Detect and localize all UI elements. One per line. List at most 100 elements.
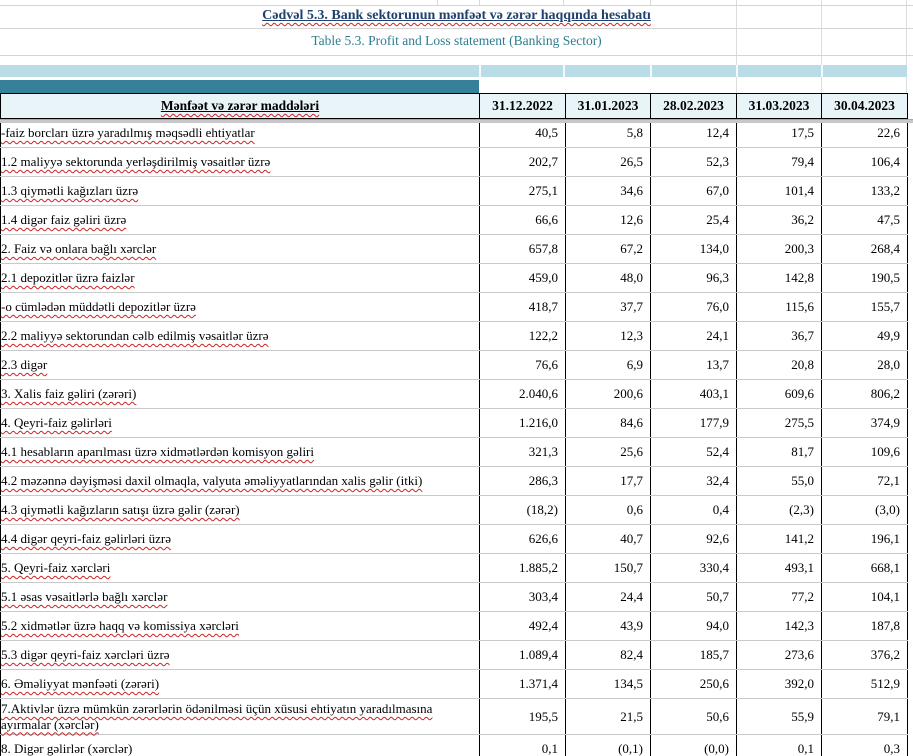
table-row: 4.2 məzənnə dəyişməsi daxil olmaqla, val… [0,466,908,496]
row-value: 26,5 [565,147,651,177]
table-title-en-text: Table 5.3. Profit and Loss statement (Ba… [311,33,602,48]
row-value: 459,0 [479,263,566,293]
gridline-horizontal [0,5,913,6]
row-value: 321,3 [479,437,566,467]
row-value: 268,4 [821,234,908,264]
row-value: 0,6 [565,495,651,525]
column-header-items-text: Mənfəət və zərər maddələri [160,98,320,113]
table-title-az-text: Cədvəl 5.3. Bank sektorunun mənfəət və z… [262,8,651,23]
row-value: 142,8 [736,263,822,293]
profit-loss-table: Mənfəət və zərər maddələri 31.12.2022 31… [0,93,908,756]
row-value: 28,0 [821,350,908,380]
gridline-horizontal [0,28,913,29]
row-label-text: 5.2 xidmətlər üzrə haqq və komissiya xər… [1,618,239,634]
row-value: 0,3 [821,734,908,756]
row-value: 24,4 [565,582,651,612]
row-label-text: 1.2 maliyyə sektorunda yerləşdirilmiş və… [1,154,271,170]
row-value: 122,2 [479,321,566,351]
row-label-text: 6. Əməliyyat mənfəəti (zərəri) [1,676,160,692]
table-row: 2.1 depozitlər üzrə faizlər 459,0 48,0 9… [0,263,908,293]
row-value: 17,5 [736,118,822,148]
row-value: 79,1 [821,698,908,736]
row-label-text: 7.Aktivlər üzrə mümkün zərərlərin ödənil… [1,701,433,732]
row-value: 76,0 [650,292,737,322]
table-row: 1.4 digər faiz gəliri üzrə 66,6 12,6 25,… [0,205,908,235]
row-label-text: 3. Xalis faiz gəliri (zərəri) [1,386,137,402]
row-value: 133,2 [821,176,908,206]
row-value: 84,6 [565,408,651,438]
row-value: 76,6 [479,350,566,380]
table-title-en: Table 5.3. Profit and Loss statement (Ba… [0,33,913,49]
row-label-text: -o cümlədən müddətli depozitlər üzrə [1,299,196,315]
row-value: 200,3 [736,234,822,264]
table-title-az: Cədvəl 5.3. Bank sektorunun mənfəət və z… [0,8,913,24]
row-label: -o cümlədən müddətli depozitlər üzrə [0,292,480,322]
row-value: 66,6 [479,205,566,235]
row-label: 4.1 hesabların aparılması üzrə xidmətlər… [0,437,480,467]
row-value: 376,2 [821,640,908,670]
row-value: (2,3) [736,495,822,525]
row-value: 190,5 [821,263,908,293]
row-value: 177,9 [650,408,737,438]
table-row: 6. Əməliyyat mənfəəti (zərəri) 1.371,4 1… [0,669,908,699]
row-value: 21,5 [565,698,651,736]
row-label-text: 2. Faiz və onlara bağlı xərclər [1,241,157,257]
table-row: 1.3 qiymətli kağızları üzrə 275,1 34,6 6… [0,176,908,206]
table-row: 4. Qeyri-faiz gəlirləri 1.216,0 84,6 177… [0,408,908,438]
row-label: 5. Qeyri-faiz xərcləri [0,553,480,583]
decorative-band-light [0,65,907,77]
row-value: 330,4 [650,553,737,583]
row-label-text: 2.1 depozitlər üzrə faizlər [1,270,135,286]
row-value: 81,7 [736,437,822,467]
row-value: 12,3 [565,321,651,351]
row-value: 418,7 [479,292,566,322]
row-value: 150,7 [565,553,651,583]
row-value: 67,2 [565,234,651,264]
header-row: Mənfəət və zərər maddələri 31.12.2022 31… [0,93,908,119]
row-value: 77,2 [736,582,822,612]
row-label: 6. Əməliyyat mənfəəti (zərəri) [0,669,480,699]
row-label: 1.2 maliyyə sektorunda yerləşdirilmiş və… [0,147,480,177]
row-value: 1.885,2 [479,553,566,583]
row-value: 5,8 [565,118,651,148]
row-label-text: 2.2 maliyyə sektorundan cəlb edilmiş vəs… [1,328,269,344]
row-value: 273,6 [736,640,822,670]
row-value: 40,7 [565,524,651,554]
table-row: 1.2 maliyyə sektorunda yerləşdirilmiş və… [0,147,908,177]
table-row: 5.2 xidmətlər üzrə haqq və komissiya xər… [0,611,908,641]
row-value: 187,8 [821,611,908,641]
row-label: 5.3 digər qeyri-faiz xərcləri üzrə [0,640,480,670]
column-header-date-4: 31.03.2023 [736,93,822,119]
row-value: 668,1 [821,553,908,583]
row-value: 25,4 [650,205,737,235]
row-value: 185,7 [650,640,737,670]
row-label: 4.2 məzənnə dəyişməsi daxil olmaqla, val… [0,466,480,496]
row-label-text: -faiz borcları üzrə yaradılmış məqsədli … [1,125,255,141]
row-value: 403,1 [650,379,737,409]
row-value: 141,2 [736,524,822,554]
row-value: 392,0 [736,669,822,699]
row-value: 512,9 [821,669,908,699]
row-value: 12,4 [650,118,737,148]
row-value: 96,3 [650,263,737,293]
row-value: 200,6 [565,379,651,409]
row-value: 2.040,6 [479,379,566,409]
row-value: 17,7 [565,466,651,496]
row-value: 6,9 [565,350,651,380]
table-row: 4.3 qiymətli kağızların satışı üzrə gəli… [0,495,908,525]
row-value: 72,1 [821,466,908,496]
row-label: 5.2 xidmətlər üzrə haqq və komissiya xər… [0,611,480,641]
row-value: 250,6 [650,669,737,699]
table-row: 5. Qeyri-faiz xərcləri 1.885,2 150,7 330… [0,553,908,583]
row-label: 3. Xalis faiz gəliri (zərəri) [0,379,480,409]
row-label: 2.3 digər [0,350,480,380]
freeze-pane-divider [0,119,913,123]
row-value: 20,8 [736,350,822,380]
row-value: 24,1 [650,321,737,351]
column-header-items: Mənfəət və zərər maddələri [0,93,480,119]
row-value: 92,6 [650,524,737,554]
row-value: 806,2 [821,379,908,409]
row-value: 109,6 [821,437,908,467]
row-value: 286,3 [479,466,566,496]
